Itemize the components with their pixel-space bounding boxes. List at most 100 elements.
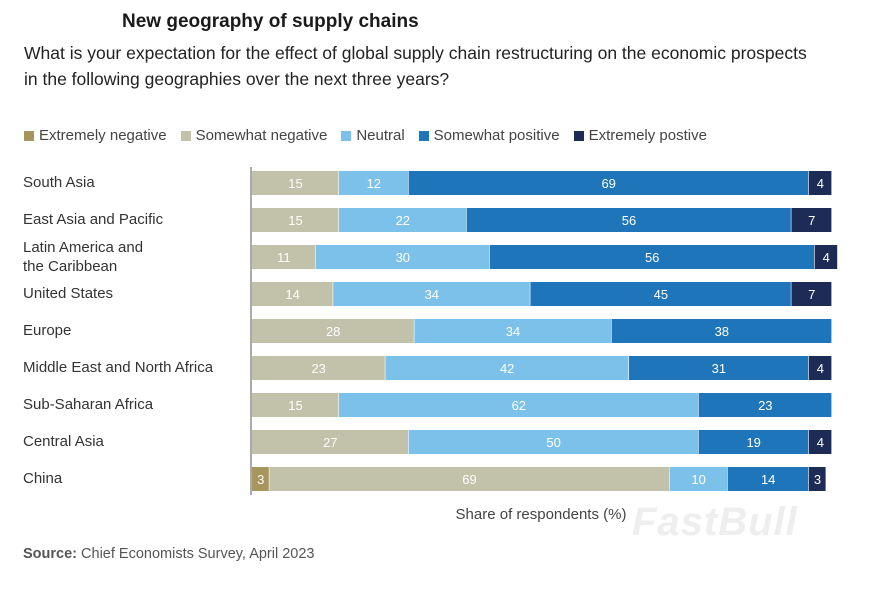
bar-segment (808, 467, 826, 491)
data-label: 3 (814, 472, 821, 487)
category-label: Middle East and North Africa (23, 359, 214, 376)
bar-segment (698, 430, 809, 454)
legend-item: Extremely postive (573, 127, 707, 144)
data-label: 11 (277, 250, 291, 265)
data-label: 4 (817, 435, 824, 450)
bar-segment (252, 282, 333, 306)
legend-item: Extremely negative (24, 127, 167, 144)
category-label: China (23, 470, 63, 487)
data-label: 14 (285, 287, 299, 302)
bar-segment (269, 467, 669, 491)
data-label: 27 (323, 435, 337, 450)
data-label: 42 (500, 361, 514, 376)
legend-item: Neutral (341, 127, 405, 144)
legend-label: Somewhat negative (195, 127, 328, 144)
bar-segment (252, 208, 339, 232)
bar-segment (339, 171, 408, 195)
data-label: 14 (761, 472, 775, 487)
data-label: 4 (817, 361, 824, 376)
data-label: 12 (367, 176, 381, 191)
source-text: Chief Economists Survey, April 2023 (77, 546, 315, 562)
legend-swatch (573, 130, 584, 141)
bar-segment (252, 245, 316, 269)
data-label: 10 (691, 472, 705, 487)
legend-swatch (418, 130, 429, 141)
bar-segment (791, 282, 832, 306)
data-label: 7 (808, 287, 815, 302)
category-label: East Asia and Pacific (23, 211, 164, 228)
legend-swatch (180, 130, 191, 141)
chart-subtitle: What is your expectation for the effect … (24, 43, 807, 89)
data-label: 28 (326, 324, 340, 339)
data-label: 7 (808, 213, 815, 228)
bar-segment (408, 430, 698, 454)
data-label: 23 (758, 398, 772, 413)
legend-item: Somewhat negative (180, 127, 328, 144)
data-label: 56 (645, 250, 659, 265)
bar-segment (414, 319, 611, 343)
data-label: 22 (396, 213, 410, 228)
legend-swatch (24, 130, 34, 141)
data-label: 4 (823, 250, 830, 265)
data-label: 15 (288, 398, 302, 413)
bar-segment (808, 356, 832, 380)
chart-title: New geography of supply chains (122, 11, 419, 32)
bar-segment (252, 430, 408, 454)
data-label: 69 (462, 472, 476, 487)
category-label: Latin America and the Caribbean (23, 239, 144, 275)
bar-segment (333, 282, 530, 306)
category-label: South Asia (23, 174, 95, 191)
legend-label: Extremely negative (39, 127, 167, 144)
data-label: 3 (257, 472, 264, 487)
bar-segment (629, 356, 809, 380)
source-note: Source: Chief Economists Survey, April 2… (23, 546, 314, 562)
bar-segment (252, 393, 339, 417)
bar-segment (315, 245, 490, 269)
source-label: Source: (23, 546, 77, 562)
bar-segment (698, 393, 832, 417)
bar-segment (611, 319, 832, 343)
data-label: 30 (396, 250, 410, 265)
legend-label: Neutral (356, 127, 405, 144)
bar-segment (466, 208, 791, 232)
data-label: 23 (311, 361, 325, 376)
watermark-logo: FastBull (632, 500, 798, 544)
bar-segment (385, 356, 629, 380)
data-label: 38 (715, 324, 729, 339)
bar-segment (252, 171, 339, 195)
data-label: 34 (425, 287, 439, 302)
bar-segment (808, 430, 832, 454)
legend-label: Extremely postive (588, 127, 707, 144)
data-label: 45 (654, 287, 668, 302)
data-label: 62 (512, 398, 526, 413)
bar-segment (408, 171, 809, 195)
data-label: 31 (712, 361, 726, 376)
bar-segment (530, 282, 791, 306)
bar-segment (339, 208, 466, 232)
bar-segment (339, 393, 698, 417)
bar-segment (808, 171, 832, 195)
data-label: 69 (601, 176, 615, 191)
category-label: Sub-Saharan Africa (23, 396, 154, 413)
bar-segment (791, 208, 832, 232)
data-label: 56 (622, 213, 636, 228)
category-label: Europe (23, 322, 72, 339)
category-label: United States (23, 285, 114, 302)
legend-item: Somewhat positive (418, 127, 560, 144)
legend: Extremely negative Somewhat negative Neutr… (24, 127, 721, 144)
bar-segment (252, 319, 414, 343)
data-label: 50 (546, 435, 560, 450)
bar-segment (489, 245, 814, 269)
bar-segment (814, 245, 838, 269)
bar-segment (669, 467, 727, 491)
data-label: 15 (288, 213, 302, 228)
data-label: 15 (288, 176, 302, 191)
category-label: Central Asia (23, 433, 104, 450)
data-label: 19 (746, 435, 760, 450)
bar-segment (252, 467, 269, 491)
data-label: 34 (506, 324, 520, 339)
legend-label: Somewhat positive (433, 127, 560, 144)
legend-swatch (341, 130, 352, 141)
bar-segment (727, 467, 809, 491)
